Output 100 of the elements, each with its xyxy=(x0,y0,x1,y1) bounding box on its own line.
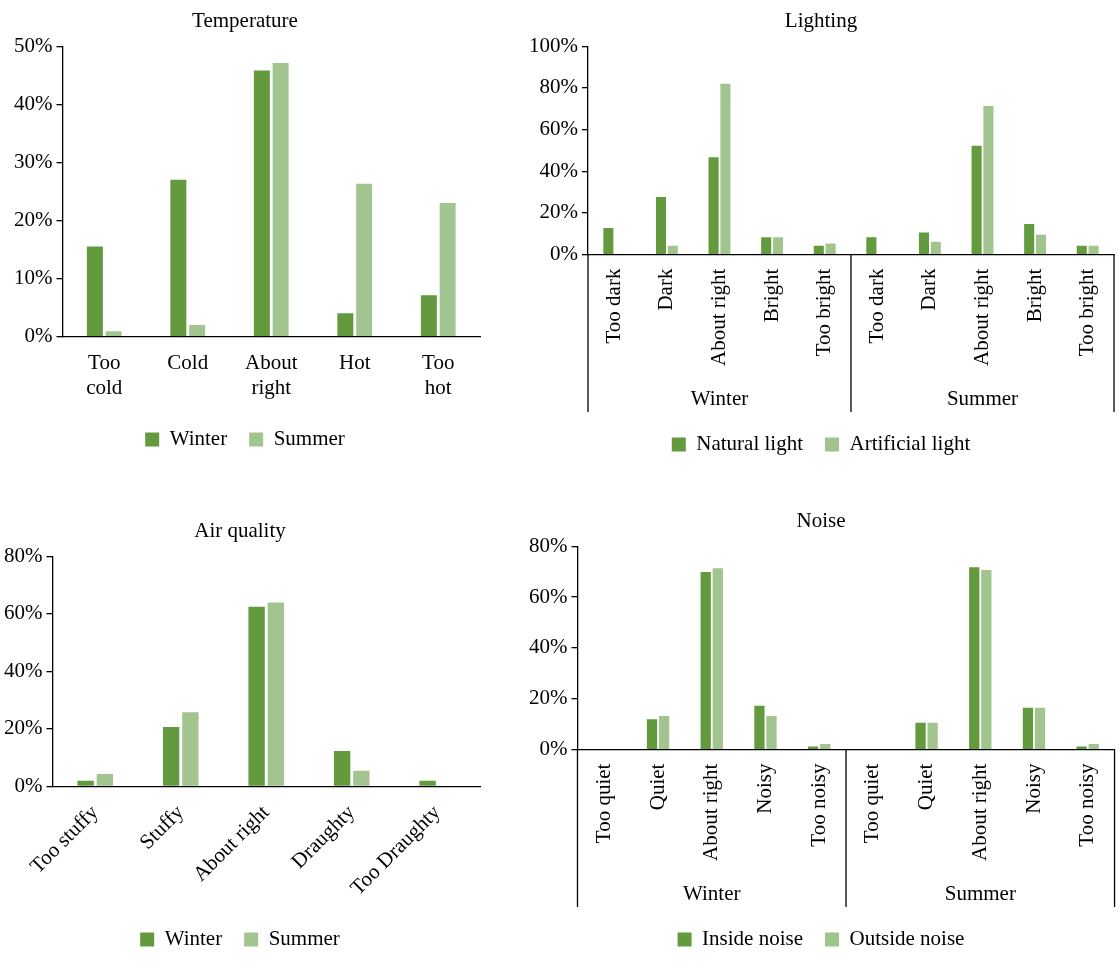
bar xyxy=(658,716,670,749)
chart-title: Noise xyxy=(796,508,846,533)
legend-label: Natural light xyxy=(696,431,804,456)
x-tick-label: About right xyxy=(966,763,991,862)
y-tick-label: 40% xyxy=(528,634,568,659)
bar xyxy=(667,245,678,254)
legend-label: Inside noise xyxy=(702,926,803,951)
y-tick-label: 20% xyxy=(13,206,53,231)
x-tick-label: Too cold xyxy=(86,349,123,399)
y-tick-label: 80% xyxy=(539,74,578,99)
x-tick-label: Too dark xyxy=(600,268,625,344)
bar xyxy=(182,712,199,786)
y-tick-label: 40% xyxy=(3,657,43,682)
y-tick-label: 20% xyxy=(3,715,43,740)
y-tick-label: 0% xyxy=(549,241,578,266)
y-tick-label: 60% xyxy=(528,583,568,608)
bar xyxy=(439,203,456,336)
bar xyxy=(820,744,831,749)
legend-label: Summer xyxy=(273,426,345,451)
bar xyxy=(708,157,719,254)
y-tick-label: 0% xyxy=(539,736,568,761)
y-tick-label: 40% xyxy=(539,157,578,182)
y-tick-label: 60% xyxy=(3,600,43,625)
bar xyxy=(712,568,723,749)
x-tick-label: Too bright xyxy=(1074,268,1099,357)
bar xyxy=(1022,707,1034,749)
x-tick-label: Hot xyxy=(339,349,371,374)
bar xyxy=(720,83,731,254)
bar xyxy=(189,324,206,336)
chart-title: Lighting xyxy=(784,8,858,33)
bar xyxy=(96,774,114,786)
bar xyxy=(267,602,285,786)
x-tick-label: Too dark xyxy=(863,268,888,344)
y-tick-label: 0% xyxy=(24,323,53,348)
y-tick-label: 60% xyxy=(539,116,578,141)
x-tick-label: Dark xyxy=(916,268,941,311)
x-tick-label: Bright xyxy=(1021,268,1046,323)
bar xyxy=(77,780,94,786)
bar xyxy=(971,145,982,254)
x-tick-label: Too hot xyxy=(422,349,455,399)
y-tick-label: 10% xyxy=(13,265,53,290)
bar xyxy=(866,237,877,254)
bar xyxy=(105,331,122,336)
x-tick-label: Quiet xyxy=(644,763,669,811)
bar xyxy=(761,237,772,254)
bar xyxy=(337,313,354,336)
bar xyxy=(248,606,265,786)
y-tick-label: 20% xyxy=(539,199,578,224)
text: Summer xyxy=(944,881,1016,906)
x-tick-label: Dark xyxy=(653,268,678,311)
legend-label: Summer xyxy=(268,926,340,951)
x-tick-label: Too quiet xyxy=(859,763,884,844)
bar xyxy=(1076,245,1087,254)
legend-label: Winter xyxy=(169,426,228,451)
bar xyxy=(825,243,836,254)
x-tick-label: About right xyxy=(706,268,731,367)
chart-title: Air quality xyxy=(194,518,287,543)
x-tick-label: Noisy xyxy=(751,763,776,814)
bar xyxy=(655,197,667,254)
y-tick-label: 40% xyxy=(13,90,53,115)
y-tick-label: 50% xyxy=(13,32,53,57)
bar xyxy=(353,770,370,786)
x-tick-label: About right xyxy=(698,763,723,862)
bar xyxy=(918,232,930,254)
bar xyxy=(1035,234,1047,254)
chart-title: Temperature xyxy=(192,8,298,33)
bar xyxy=(1034,707,1046,749)
bar xyxy=(162,726,180,786)
bar xyxy=(915,722,926,749)
x-tick-label: Cold xyxy=(167,349,209,374)
bar xyxy=(419,780,436,786)
bar xyxy=(253,70,270,336)
bar xyxy=(420,295,437,336)
x-tick-label: About right xyxy=(969,268,994,367)
legend-label: Outside noise xyxy=(849,926,965,951)
x-tick-label: Too noisy xyxy=(1074,763,1099,847)
x-tick-label: Quiet xyxy=(913,763,938,811)
legend-label: Winter xyxy=(164,926,223,951)
y-tick-label: 0% xyxy=(14,773,43,798)
bar xyxy=(700,571,711,749)
bar xyxy=(927,722,938,749)
x-tick-label: About right xyxy=(245,349,298,399)
bar xyxy=(983,106,994,254)
bar xyxy=(170,179,187,336)
y-tick-label: 100% xyxy=(528,32,578,57)
x-tick-label: Bright xyxy=(758,268,783,323)
bar xyxy=(766,716,777,749)
bar xyxy=(772,237,784,254)
y-tick-label: 80% xyxy=(3,542,43,567)
bar xyxy=(86,246,103,336)
bar xyxy=(930,241,941,254)
bar xyxy=(1088,744,1099,749)
bar xyxy=(813,245,824,254)
bar xyxy=(356,183,373,336)
y-tick-label: 80% xyxy=(528,532,568,557)
x-tick-label: Too bright xyxy=(811,268,836,357)
bar xyxy=(272,63,289,336)
bar xyxy=(1088,245,1099,254)
bar xyxy=(981,570,992,749)
bar xyxy=(754,705,765,749)
